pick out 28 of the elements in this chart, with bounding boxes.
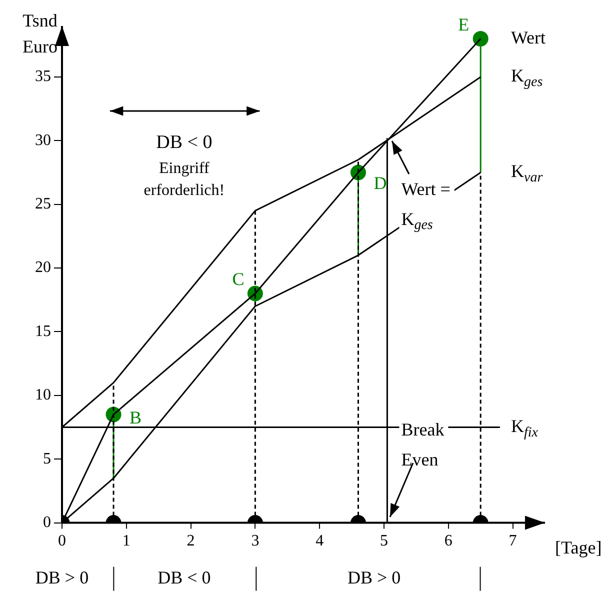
y-tick-label: 20 [35,259,51,276]
x-tick-label: 6 [444,532,452,550]
x-tick-label: 4 [316,532,324,550]
y-tick-label: 15 [35,322,51,340]
x-tick-label: 7 [508,532,517,550]
y-axis-title: Tsnd Euro [22,10,58,57]
text: DB < 0 [158,568,211,588]
y-tick-label: 0 [43,514,51,532]
x-axis-title: [Tage] [555,538,602,558]
x-tick-label: 0 [58,532,66,550]
annotation: Break Even [401,420,444,470]
y-tick-label: 25 [35,196,51,213]
y-tick-label: 10 [35,386,51,404]
series-label: Wert [511,27,546,48]
annotation: DB < 0 Eingriff erforderlich! [144,132,225,200]
x-tick-label: 1 [122,532,130,550]
y-tick-label: 5 [43,450,51,468]
data-label: B [130,407,142,428]
data-label: E [458,14,470,34]
data-label: C [232,269,244,290]
y-tick-label: 35 [35,68,51,86]
text: DB > 0 [347,568,401,588]
x-tick-label: 3 [251,532,260,550]
data-label: D [374,173,387,194]
x-tick-label: 5 [380,532,388,550]
x-tick-label: 2 [186,532,195,550]
y-tick-label: 30 [35,132,51,149]
text: DB > 0 [35,568,89,588]
